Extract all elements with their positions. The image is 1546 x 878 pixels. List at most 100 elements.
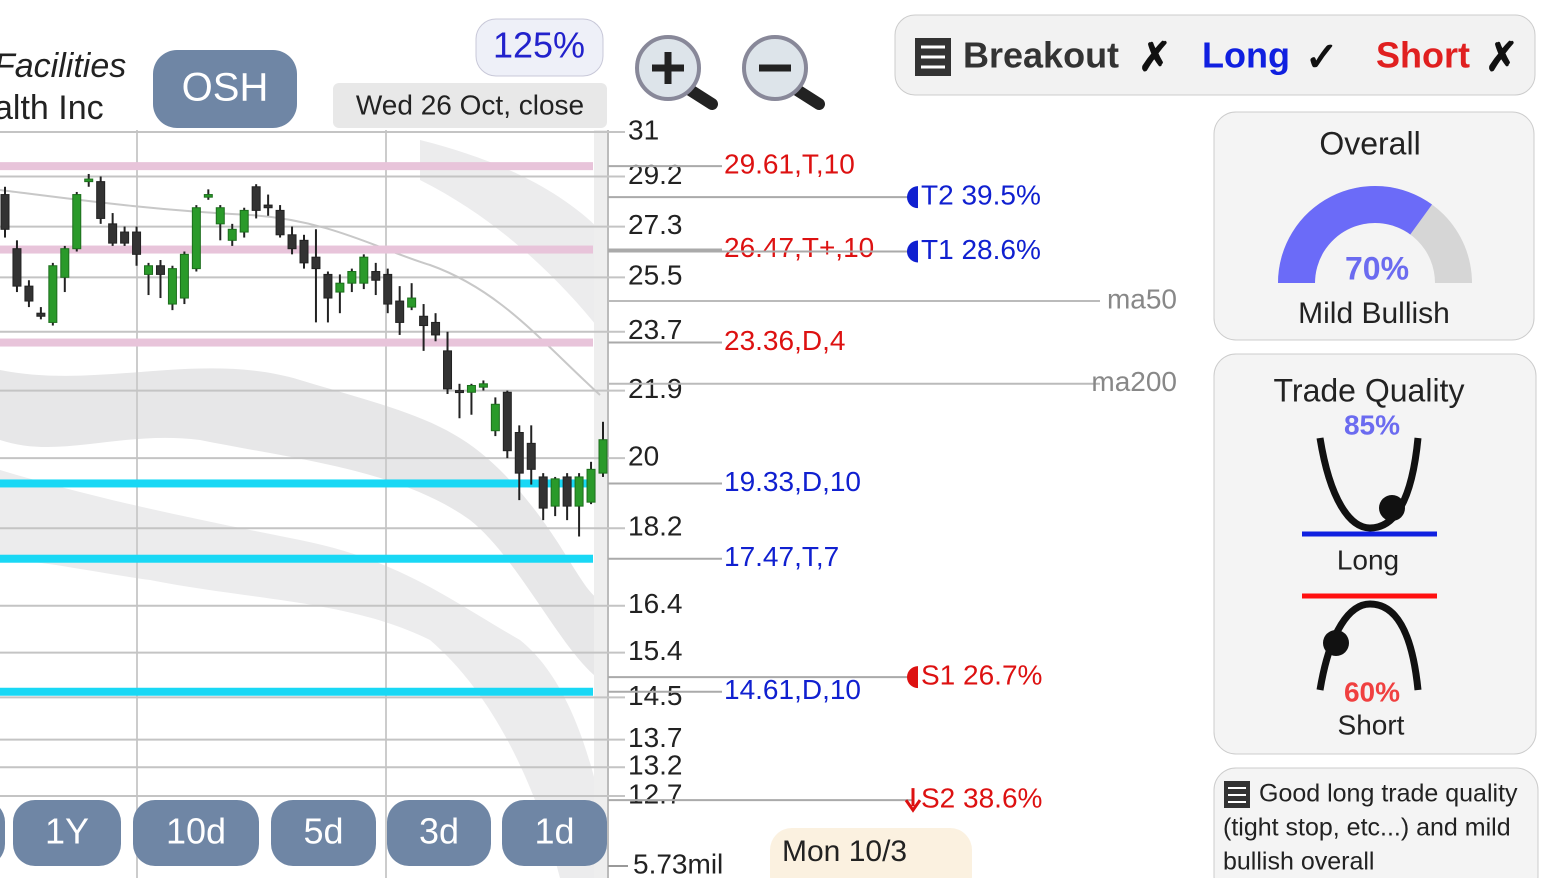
volume-label: 5.73mil: [633, 848, 723, 878]
target-marker: [907, 186, 918, 209]
candle-body: [72, 194, 82, 250]
short-text: Short: [1338, 709, 1405, 740]
candle-body: [371, 271, 381, 281]
range-button[interactable]: 10d: [133, 800, 259, 866]
signal[interactable]: Long ✓: [1202, 35, 1339, 80]
target-marker: [906, 240, 918, 263]
band-shade: [0, 368, 600, 680]
company-name: alth Inc: [0, 89, 104, 127]
candle-body: [347, 271, 357, 284]
range-label[interactable]: 1d: [534, 811, 574, 852]
ticker-button[interactable]: OSH: [153, 50, 297, 128]
candle-body: [215, 207, 225, 225]
candle-body: [454, 390, 464, 394]
plus: [652, 52, 684, 84]
signal-label[interactable]: Breakout: [963, 35, 1119, 76]
band-shade: [420, 140, 600, 330]
range-label[interactable]: 10d: [166, 811, 226, 852]
icon-lines: [921, 45, 945, 69]
range-button[interactable]: 3d: [387, 800, 491, 866]
range-button[interactable]: 5d: [271, 800, 376, 866]
candle-body: [466, 384, 476, 393]
y-tick-label: 13.2: [628, 750, 683, 781]
candle-body: [478, 383, 488, 388]
target-label: S2 38.6%: [921, 783, 1042, 814]
level-label: 14.61,D,10: [724, 674, 861, 705]
signal[interactable]: Breakout ✗: [963, 35, 1172, 80]
date: Wed 26 Oct, close: [356, 89, 584, 120]
short-ball: [1323, 630, 1349, 656]
handle: [684, 84, 718, 110]
panel-title: Trade Quality: [1274, 372, 1465, 408]
level-band: [0, 479, 593, 488]
candle-body: [526, 442, 536, 470]
today-column: [594, 130, 608, 878]
candle-body: [431, 321, 441, 336]
ma-label: ma200: [1091, 366, 1177, 397]
candle-body: [0, 194, 10, 230]
candle-body: [155, 265, 165, 275]
signal-label[interactable]: Long: [1202, 35, 1290, 76]
candle-body: [144, 265, 154, 275]
candle-body: [323, 273, 333, 299]
candle-body: [12, 248, 22, 287]
candle-body: [311, 256, 321, 270]
y-tick-label: 16.4: [628, 588, 683, 619]
level-label: 19.33,D,10: [724, 466, 861, 497]
candle-body: [84, 178, 94, 183]
signal-label[interactable]: Short: [1376, 35, 1470, 76]
button-bg: [502, 800, 607, 866]
level-label: 23.36,D,4: [724, 325, 845, 356]
quality-panel: [1213, 353, 1537, 755]
y-tick-label: 13.7: [628, 722, 683, 753]
candle-body: [251, 186, 261, 211]
candle-body: [120, 231, 130, 244]
date-tag: Mon 10/3: [782, 835, 907, 868]
button-bg: [271, 800, 376, 866]
candle-body: [586, 468, 596, 503]
y-tick-label: 15.4: [628, 635, 683, 666]
candle-body: [383, 273, 393, 305]
target-label: T1 28.6%: [921, 234, 1041, 265]
candle-body: [502, 391, 512, 452]
level-band: [0, 162, 593, 171]
ticker[interactable]: OSH: [182, 66, 269, 110]
y-tick-label: 31: [628, 114, 659, 145]
candle-body: [36, 312, 46, 317]
range-button-partial[interactable]: [0, 800, 5, 866]
y-tick-label: 27.3: [628, 209, 683, 240]
note-panel: [1213, 767, 1539, 878]
candle-body: [287, 234, 297, 250]
date-tag-box: [770, 828, 972, 878]
range-label[interactable]: 5d: [303, 811, 343, 852]
range-label[interactable]: 1Y: [45, 811, 89, 852]
level-band: [0, 338, 593, 347]
candle-body: [550, 478, 560, 507]
level-label: 26.47,T+,10: [724, 232, 874, 263]
candle-body: [419, 315, 429, 327]
handle: [791, 84, 825, 110]
range-button[interactable]: 1d: [502, 800, 607, 866]
candle-body: [395, 300, 405, 323]
company-name: Facilities: [0, 47, 126, 85]
signal[interactable]: Short ✗: [1376, 35, 1519, 80]
zoom-out[interactable]: [742, 35, 825, 110]
signal-bar: [894, 14, 1536, 96]
long-quality: 85%: [1344, 409, 1400, 440]
menu-icon[interactable]: [915, 38, 951, 76]
target-arrow: [904, 788, 922, 813]
y-tick-label: 25.5: [628, 260, 683, 291]
note-line: (tight stop, etc...) and mild: [1223, 814, 1511, 842]
y-tick-label: 23.7: [628, 314, 683, 345]
note-line: bullish overall: [1223, 848, 1374, 876]
date-box: [333, 83, 607, 128]
zoom-in[interactable]: [635, 35, 718, 110]
button-bg: [13, 800, 121, 866]
range-button[interactable]: 1Y: [13, 800, 121, 866]
candle-body: [359, 256, 369, 284]
button-bg: [387, 800, 491, 866]
button-bg: [153, 50, 297, 128]
long-curve: [1316, 437, 1422, 532]
range-label[interactable]: 3d: [419, 811, 459, 852]
